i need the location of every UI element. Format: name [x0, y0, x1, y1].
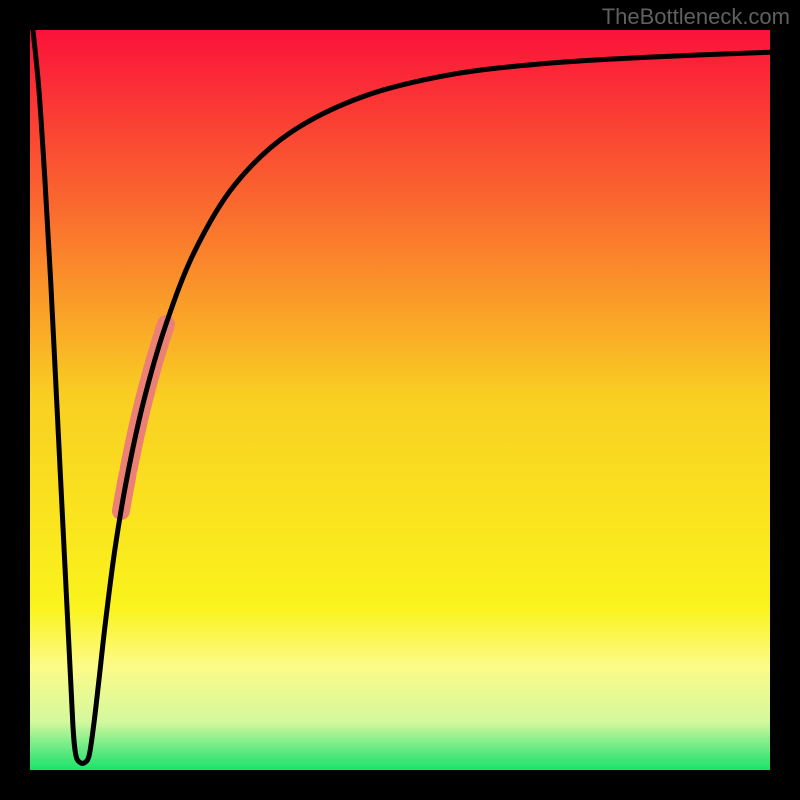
chart-svg — [0, 0, 800, 800]
watermark-text: TheBottleneck.com — [602, 4, 790, 30]
chart-container: { "watermark": "TheBottleneck.com", "lay… — [0, 0, 800, 800]
